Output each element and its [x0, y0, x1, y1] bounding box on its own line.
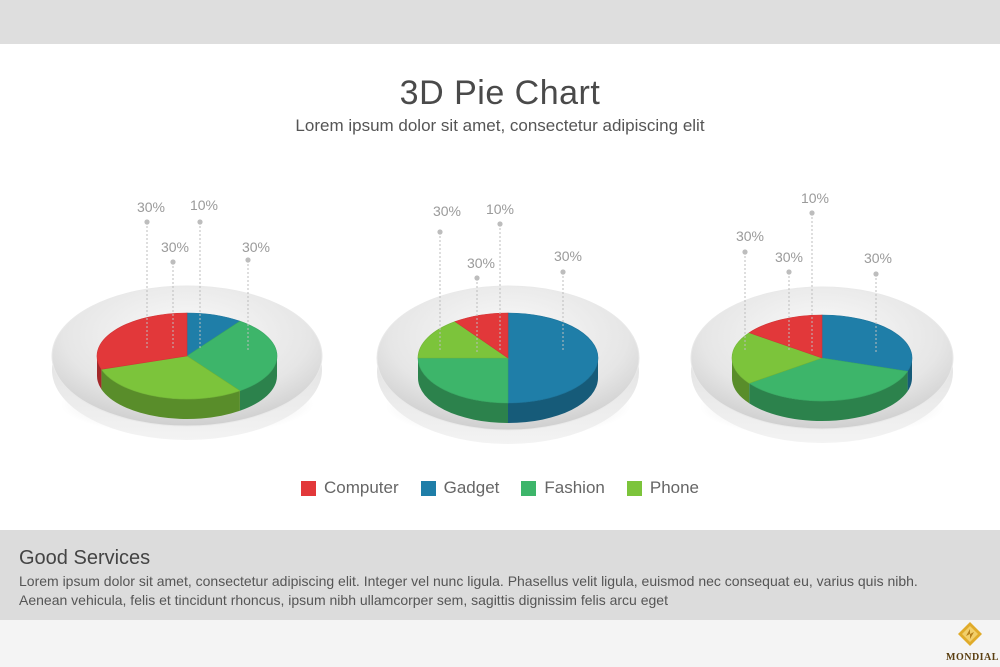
value-label: 30%	[467, 255, 495, 271]
pie-side-computer	[97, 356, 102, 390]
pie-chart-1: 30% 10% 30% 30%	[51, 197, 323, 440]
leader-pin	[873, 271, 879, 277]
legend-swatch-fashion	[521, 480, 537, 496]
pie-side-phone	[101, 369, 240, 419]
legend-label: Phone	[649, 478, 700, 497]
pie-side-gadget	[907, 358, 912, 392]
leader-pin	[742, 249, 748, 255]
footer-title: Good Services	[19, 547, 151, 569]
legend-item-phone: Phone	[626, 478, 700, 498]
footer-panel: Good Services Lorem ipsum dolor sit amet…	[0, 530, 1000, 620]
logo-emblem-icon	[958, 622, 982, 646]
pie-charts-svg: 30% 10% 30% 30% 30% 10% 30% 30% 30% 10% 30% 30%	[51, 190, 954, 444]
page-title: 3D Pie Chart	[399, 74, 601, 112]
leader-pin	[809, 210, 815, 216]
pie-slice-fashion	[748, 357, 909, 402]
legend-label: Fashion	[544, 478, 605, 497]
pie-slice-computer	[748, 314, 823, 359]
legend: Computer Gadget Fashion Phone	[0, 478, 1000, 498]
value-label: 30%	[864, 250, 892, 266]
pie-chart-2: 30% 10% 30% 30%	[376, 201, 640, 444]
legend-item-computer: Computer	[300, 478, 399, 498]
legend-swatch-gadget	[420, 480, 436, 496]
leader-pin	[197, 219, 203, 225]
pie-slice-fashion	[186, 320, 278, 392]
top-band	[0, 0, 1000, 44]
value-label: 10%	[190, 197, 218, 213]
pie-slice-fashion	[417, 357, 509, 404]
legend-item-gadget: Gadget	[420, 478, 500, 498]
leader-pin	[144, 219, 150, 225]
pie-slice-phone	[100, 355, 241, 400]
leader-pin	[474, 275, 480, 281]
legend-swatch-phone	[626, 480, 642, 496]
legend-label: Computer	[323, 478, 399, 497]
leader-pin	[497, 221, 503, 227]
mondial-logo: MONDIAL	[946, 621, 999, 663]
pie-slice-gadget	[821, 314, 913, 372]
footer-text: Lorem ipsum dolor sit amet, consectetur …	[19, 573, 918, 608]
pie-slice-computer	[454, 312, 509, 359]
leader-pin	[786, 269, 792, 275]
leader-pin	[560, 269, 566, 275]
value-label: 30%	[242, 239, 270, 255]
value-label: 30%	[137, 199, 165, 215]
value-label: 30%	[554, 248, 582, 264]
legend-label: Gadget	[443, 478, 500, 497]
bottom-band	[0, 620, 1000, 667]
pie-slice-phone	[731, 332, 823, 384]
pie-side-phone	[732, 358, 750, 404]
value-label: 10%	[801, 190, 829, 206]
page-subtitle: Lorem ipsum dolor sit amet, consectetur …	[295, 116, 705, 135]
pie-side-gadget	[508, 358, 598, 423]
pie-side-fashion	[239, 356, 277, 411]
pie-side-fashion	[418, 358, 508, 423]
legend-swatch-computer	[300, 480, 316, 496]
value-label: 30%	[161, 239, 189, 255]
pie-chart-3: 30% 10% 30% 30%	[690, 190, 954, 443]
value-label: 30%	[736, 228, 764, 244]
pie-slice-computer	[96, 312, 188, 370]
pie-side-fashion	[749, 371, 908, 421]
leader-pin	[170, 259, 176, 265]
legend-item-fashion: Fashion	[521, 478, 605, 498]
value-label: 30%	[433, 203, 461, 219]
logo-text: MONDIAL	[946, 652, 999, 663]
value-label: 30%	[775, 249, 803, 265]
leader-pin	[437, 229, 443, 235]
leader-pin	[245, 257, 251, 263]
value-label: 10%	[486, 201, 514, 217]
pie-slice-gadget	[507, 312, 599, 404]
